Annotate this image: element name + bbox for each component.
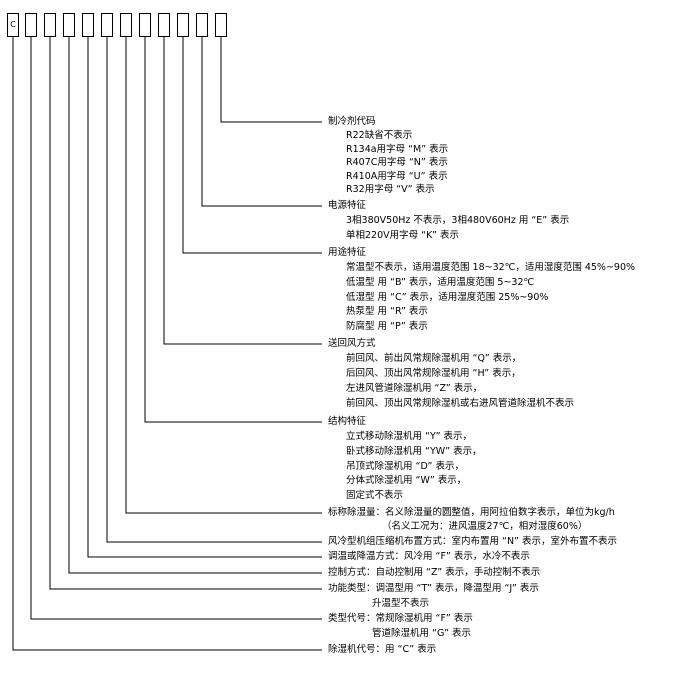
section-item: 卧式移动除湿机用 “YW” 表示， bbox=[346, 445, 482, 457]
section-heading: 送回风方式 bbox=[328, 338, 376, 349]
section-item: 单相220V用字母 “K” 表示 bbox=[346, 230, 459, 241]
code-box-5 bbox=[82, 13, 94, 37]
section-item: 低湿型 用 “C” 表示，适用湿度范围 25%~90% bbox=[346, 291, 549, 303]
code-box-7 bbox=[120, 13, 132, 37]
code-box-11 bbox=[196, 13, 208, 37]
code-box-1: C bbox=[7, 13, 19, 37]
connector-line-2 bbox=[201, 37, 322, 207]
section-item: 前回风、顶出风常规除湿机或右进风管道除湿机不表示 bbox=[346, 398, 575, 409]
section-item: R22缺省不表示 bbox=[346, 130, 413, 141]
section-heading: 风冷型机组压缩机布置方式：室内布置用 “N” 表示，室外布置不表示 bbox=[328, 536, 617, 547]
connector-line-5 bbox=[144, 37, 322, 423]
section-item: 左进风管道除湿机用 “Z” 表示， bbox=[346, 383, 483, 394]
section-heading: 类型代号：常规除湿机用 “F” 表示 bbox=[328, 613, 473, 624]
section-item: 管道除湿机用 “G” 表示 bbox=[372, 628, 472, 639]
section-heading: 标称除湿量：名义除湿量的圆整值，用阿拉伯数字表示，单位为kg/h bbox=[328, 507, 615, 518]
code-box-12 bbox=[215, 13, 227, 37]
connector-line-9 bbox=[68, 37, 322, 574]
code-box-10 bbox=[177, 13, 189, 37]
section-item: R32用字母 “V” 表示 bbox=[346, 184, 435, 196]
section-item: 后回风、顶出风常规除湿机用 “H” 表示， bbox=[346, 368, 521, 379]
section-item: R410A用字母 “U” 表示 bbox=[346, 170, 448, 182]
section-item: 前回风、前出风常规除湿机用 “Q” 表示， bbox=[346, 353, 522, 364]
connector-line-6 bbox=[125, 37, 322, 514]
connector-line-8 bbox=[87, 37, 322, 558]
section-heading: 用途特征 bbox=[328, 247, 367, 258]
connector-line-4 bbox=[163, 37, 322, 345]
section-heading: 控制方式：自动控制用 “Z” 表示，手动控制不表示 bbox=[328, 567, 541, 578]
code-box-2 bbox=[25, 13, 37, 37]
connector-line-7 bbox=[106, 37, 322, 543]
code-box-8 bbox=[139, 13, 151, 37]
section-item: 低温型 用 “B” 表示，适用温度范围 5~32℃ bbox=[346, 276, 535, 288]
section-item: 热泵型 用 “R” 表示 bbox=[346, 306, 428, 318]
section-item: R134a用字母 “M” 表示 bbox=[346, 143, 449, 155]
section-heading: 制冷剂代码 bbox=[328, 116, 376, 127]
section-heading: 除湿机代号：用 “C” 表示 bbox=[328, 644, 437, 655]
code-box-3 bbox=[44, 13, 56, 37]
code-box-4 bbox=[63, 13, 75, 37]
section-heading: 结构特征 bbox=[328, 416, 367, 427]
section-item: 3相380V50Hz 不表示，3相480V60Hz 用 “E” 表示 bbox=[346, 215, 570, 226]
section-item: 升温型不表示 bbox=[372, 598, 430, 609]
section-item: R407C用字母 “N” 表示 bbox=[346, 157, 448, 169]
section-item: 固定式不表示 bbox=[346, 490, 404, 502]
code-box-9 bbox=[158, 13, 170, 37]
section-item: 分体式除湿机用 “W” 表示， bbox=[346, 475, 467, 487]
section-item: （名义工况为：进风温度27℃，相对湿度60%） bbox=[382, 521, 588, 532]
connector-line-10 bbox=[49, 37, 322, 590]
connector-line-1 bbox=[220, 37, 322, 123]
connector-line-3 bbox=[182, 37, 322, 254]
code-box-6 bbox=[101, 13, 113, 37]
connector-line-12 bbox=[12, 37, 322, 651]
section-item: 吊顶式除湿机用 “D” 表示， bbox=[346, 460, 464, 472]
section-heading: 电源特征 bbox=[328, 200, 367, 211]
section-heading: 功能类型：调温型用 “T” 表示，降温型用 “J” 表示 bbox=[328, 583, 539, 594]
section-heading: 调温或降温方式：风冷用 “F” 表示，水冷不表示 bbox=[328, 551, 530, 562]
section-item: 立式移动除湿机用 “Y” 表示， bbox=[346, 431, 473, 442]
section-item: 常温型不表示，适用温度范围 18~32℃，适用湿度范围 45%~90% bbox=[346, 262, 636, 273]
connector-line-11 bbox=[30, 37, 322, 620]
section-item: 防腐型 用 “P” 表示 bbox=[346, 321, 428, 333]
